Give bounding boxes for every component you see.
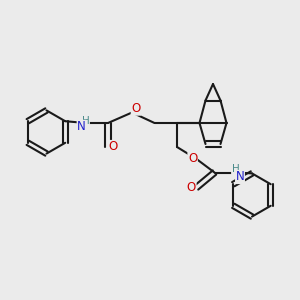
Text: N: N: [236, 170, 244, 184]
Text: H: H: [232, 164, 239, 175]
Text: O: O: [109, 140, 118, 154]
Text: O: O: [187, 181, 196, 194]
Text: O: O: [188, 152, 197, 166]
Text: H: H: [82, 116, 89, 126]
Text: O: O: [131, 102, 140, 115]
Text: N: N: [77, 120, 86, 134]
